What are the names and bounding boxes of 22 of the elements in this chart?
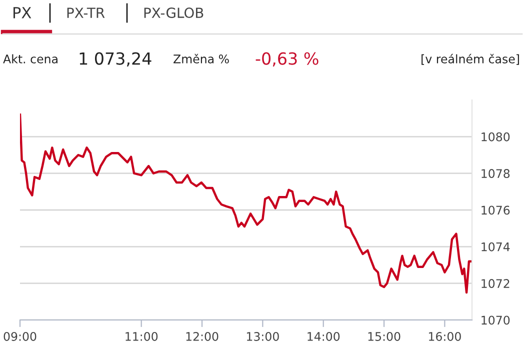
text: 1 073,24 — [80, 52, 152, 67]
y-tick-label: 1072 — [482, 279, 510, 288]
text: Změna % — [174, 54, 229, 64]
text: PX-TR — [67, 8, 105, 18]
text: PX — [14, 7, 32, 18]
x-tick-label: 11:00 — [126, 332, 158, 341]
x-tick-label: 12:00 — [186, 332, 218, 341]
text: [v reálném čase] — [422, 54, 519, 65]
text: Akt. cena — [3, 54, 58, 64]
y-tick-label: 1070 — [482, 316, 510, 325]
y-tick-label: 1076 — [482, 206, 510, 215]
x-tick-label: 09:00 — [4, 332, 36, 341]
text: -0,63 % — [256, 52, 318, 67]
text: PX-GLOB — [144, 8, 204, 18]
y-tick-label: 1074 — [482, 242, 510, 252]
x-tick-label: 14:00 — [308, 332, 340, 341]
x-tick-label: 15:00 — [368, 332, 400, 341]
x-tick-label: 16:00 — [428, 332, 461, 341]
y-tick-label: 1078 — [482, 169, 510, 178]
line-series — [20, 114, 472, 294]
x-tick-label: 13:00 — [246, 332, 279, 341]
y-tick-label: 1080 — [482, 132, 510, 142]
